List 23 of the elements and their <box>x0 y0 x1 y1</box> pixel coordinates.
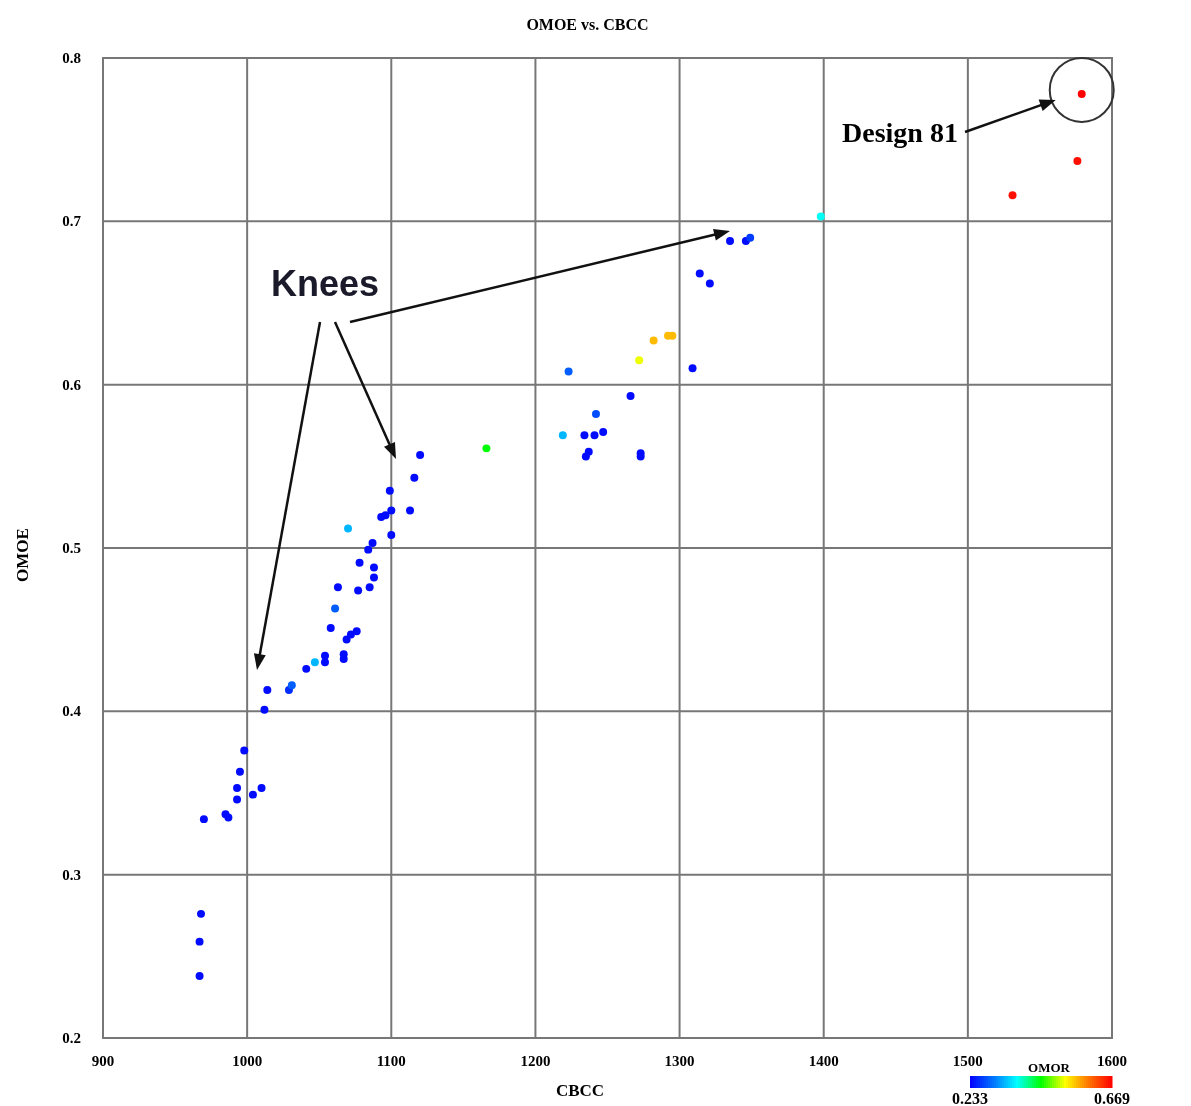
x-tick-label: 1000 <box>232 1053 263 1069</box>
x-axis-title: CBCC <box>555 1081 605 1100</box>
x-tick-label: 1400 <box>808 1053 839 1069</box>
y-tick-label: 0.3 <box>62 866 81 883</box>
annotation: Design 81 <box>842 117 958 148</box>
x-tick-label: 1100 <box>376 1053 406 1069</box>
color-bar-label: 0.233 <box>952 1090 988 1106</box>
x-tick-label: 1300 <box>664 1053 695 1069</box>
annotation: Knees <box>270 263 380 304</box>
y-tick-label: 0.2 <box>62 1030 81 1046</box>
x-tick-label: 900 <box>91 1053 115 1069</box>
x-tick-label: 1200 <box>520 1053 551 1069</box>
color-bar-label: 0.669 <box>1094 1090 1130 1106</box>
color-bar-title: OMOR <box>1028 1060 1071 1075</box>
y-axis-title: OMOE <box>13 528 32 582</box>
x-tick-label: 1500 <box>952 1053 983 1069</box>
chart-title: OMOE vs. CBCC <box>526 16 649 33</box>
y-tick-label: 0.4 <box>62 703 82 720</box>
y-tick-label: 0.5 <box>62 540 81 556</box>
x-tick-label: 1600 <box>1097 1053 1127 1069</box>
y-tick-label: 0.6 <box>62 376 82 393</box>
y-tick-label: 0.7 <box>62 213 82 230</box>
y-tick-label: 0.8 <box>62 50 81 66</box>
